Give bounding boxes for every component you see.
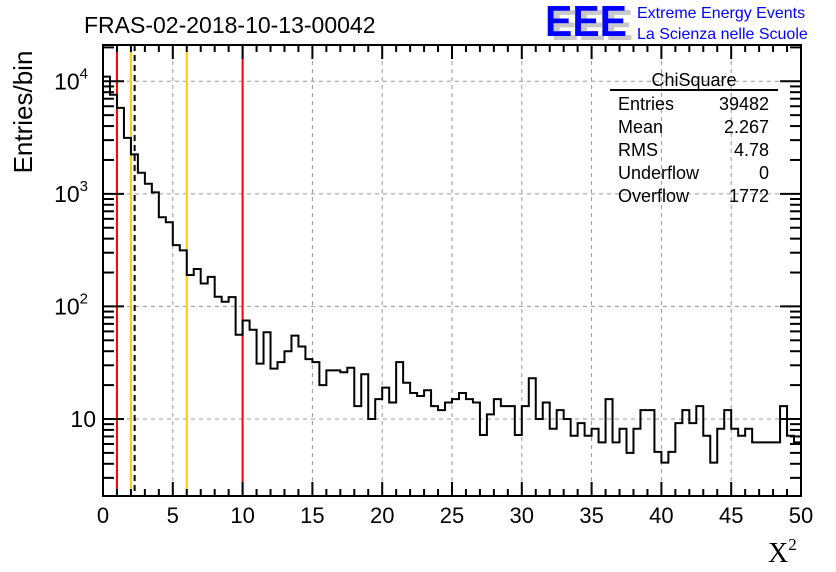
stats-box: ChiSquare Entries 39482 Mean 2.267 RMS 4.78 Un… <box>610 70 778 206</box>
stats-value: 39482 <box>719 94 769 114</box>
logo-line-2: La Scienza nelle Scuole <box>637 26 808 43</box>
threshold-lines <box>115 45 244 496</box>
y-tick-label: 103 <box>54 178 88 207</box>
stats-label: Mean <box>618 117 663 137</box>
logo-mark: EEE <box>545 0 627 46</box>
logo-line-1: Extreme Energy Events <box>637 5 805 22</box>
axes: 0 5 10 15 20 25 30 35 40 45 50 10 102 103 104 <box>54 44 813 528</box>
y-axis-label: Entries/bin <box>8 51 38 174</box>
x-tick-label: 25 <box>440 503 464 528</box>
y-tick-label: 102 <box>54 290 88 319</box>
stats-label: RMS <box>618 140 658 160</box>
stats-value: 1772 <box>729 186 769 206</box>
grid <box>103 45 801 496</box>
x-tick-label: 15 <box>300 503 324 528</box>
x-tick-label: 0 <box>97 503 109 528</box>
x-tick-label: 40 <box>649 503 673 528</box>
stats-label: Entries <box>618 94 674 114</box>
chart-title: FRAS-02-2018-10-13-00042 <box>84 12 376 38</box>
eee-logo: EEE Extreme Energy Events La Scienza nel… <box>545 0 808 46</box>
histogram-step-line <box>103 75 801 464</box>
x-tick-label: 5 <box>167 503 179 528</box>
y-tick-label: 104 <box>54 65 88 94</box>
stats-title: ChiSquare <box>651 70 736 90</box>
x-tick-label: 10 <box>230 503 254 528</box>
x-tick-label: 35 <box>579 503 603 528</box>
y-tick-label: 10 <box>70 406 96 432</box>
stats-value: 2.267 <box>724 117 769 137</box>
x-tick-label: 30 <box>510 503 534 528</box>
x-tick-label: 45 <box>719 503 743 528</box>
stats-value: 0 <box>759 163 769 183</box>
stats-value: 4.78 <box>734 140 769 160</box>
stats-label: Overflow <box>618 186 690 206</box>
x-tick-label: 20 <box>370 503 394 528</box>
stats-label: Underflow <box>618 163 700 183</box>
x-axis-label: X2 <box>768 535 797 569</box>
plot-frame <box>102 44 802 497</box>
x-tick-label: 50 <box>789 503 813 528</box>
